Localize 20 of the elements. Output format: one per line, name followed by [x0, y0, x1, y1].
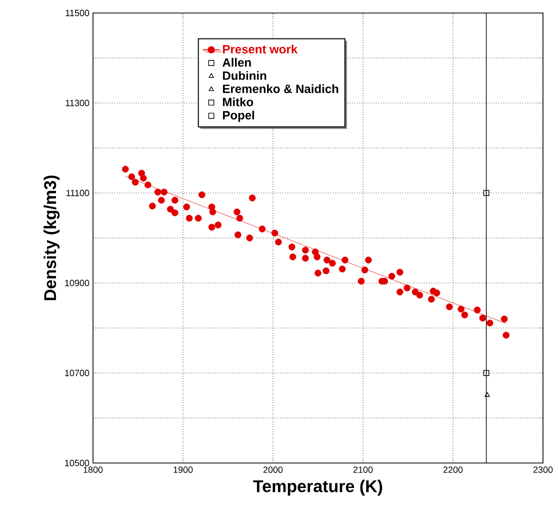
y-tick-label: 10900 — [65, 280, 90, 286]
legend-label: Allen — [222, 58, 251, 67]
x-tick-label: 2100 — [353, 466, 373, 473]
y-tick-label: 11500 — [66, 10, 90, 16]
legend-label: Dubinin — [223, 71, 266, 80]
y-tick-label: 10500 — [65, 460, 90, 466]
y-tick-label: 11300 — [66, 100, 90, 106]
y-tick-label: 10700 — [65, 370, 90, 376]
y-tick-label: 11100 — [66, 190, 90, 196]
legend-label: Eremenko & Naidich — [223, 84, 338, 94]
legend-label: Popel — [223, 110, 254, 122]
x-tick-label: 1800 — [84, 466, 103, 473]
x-tick-label: 1900 — [174, 466, 193, 473]
x-tick-label: 2300 — [533, 466, 553, 473]
legend-label: Mitko — [223, 97, 254, 106]
y-axis-title: Density (kg/m3) — [44, 176, 60, 300]
x-tick-label: 2200 — [443, 466, 463, 473]
x-axis-title: Temperature (K) — [253, 480, 382, 496]
x-tick-label: 2000 — [263, 466, 283, 473]
legend-label: Present work — [223, 44, 298, 54]
